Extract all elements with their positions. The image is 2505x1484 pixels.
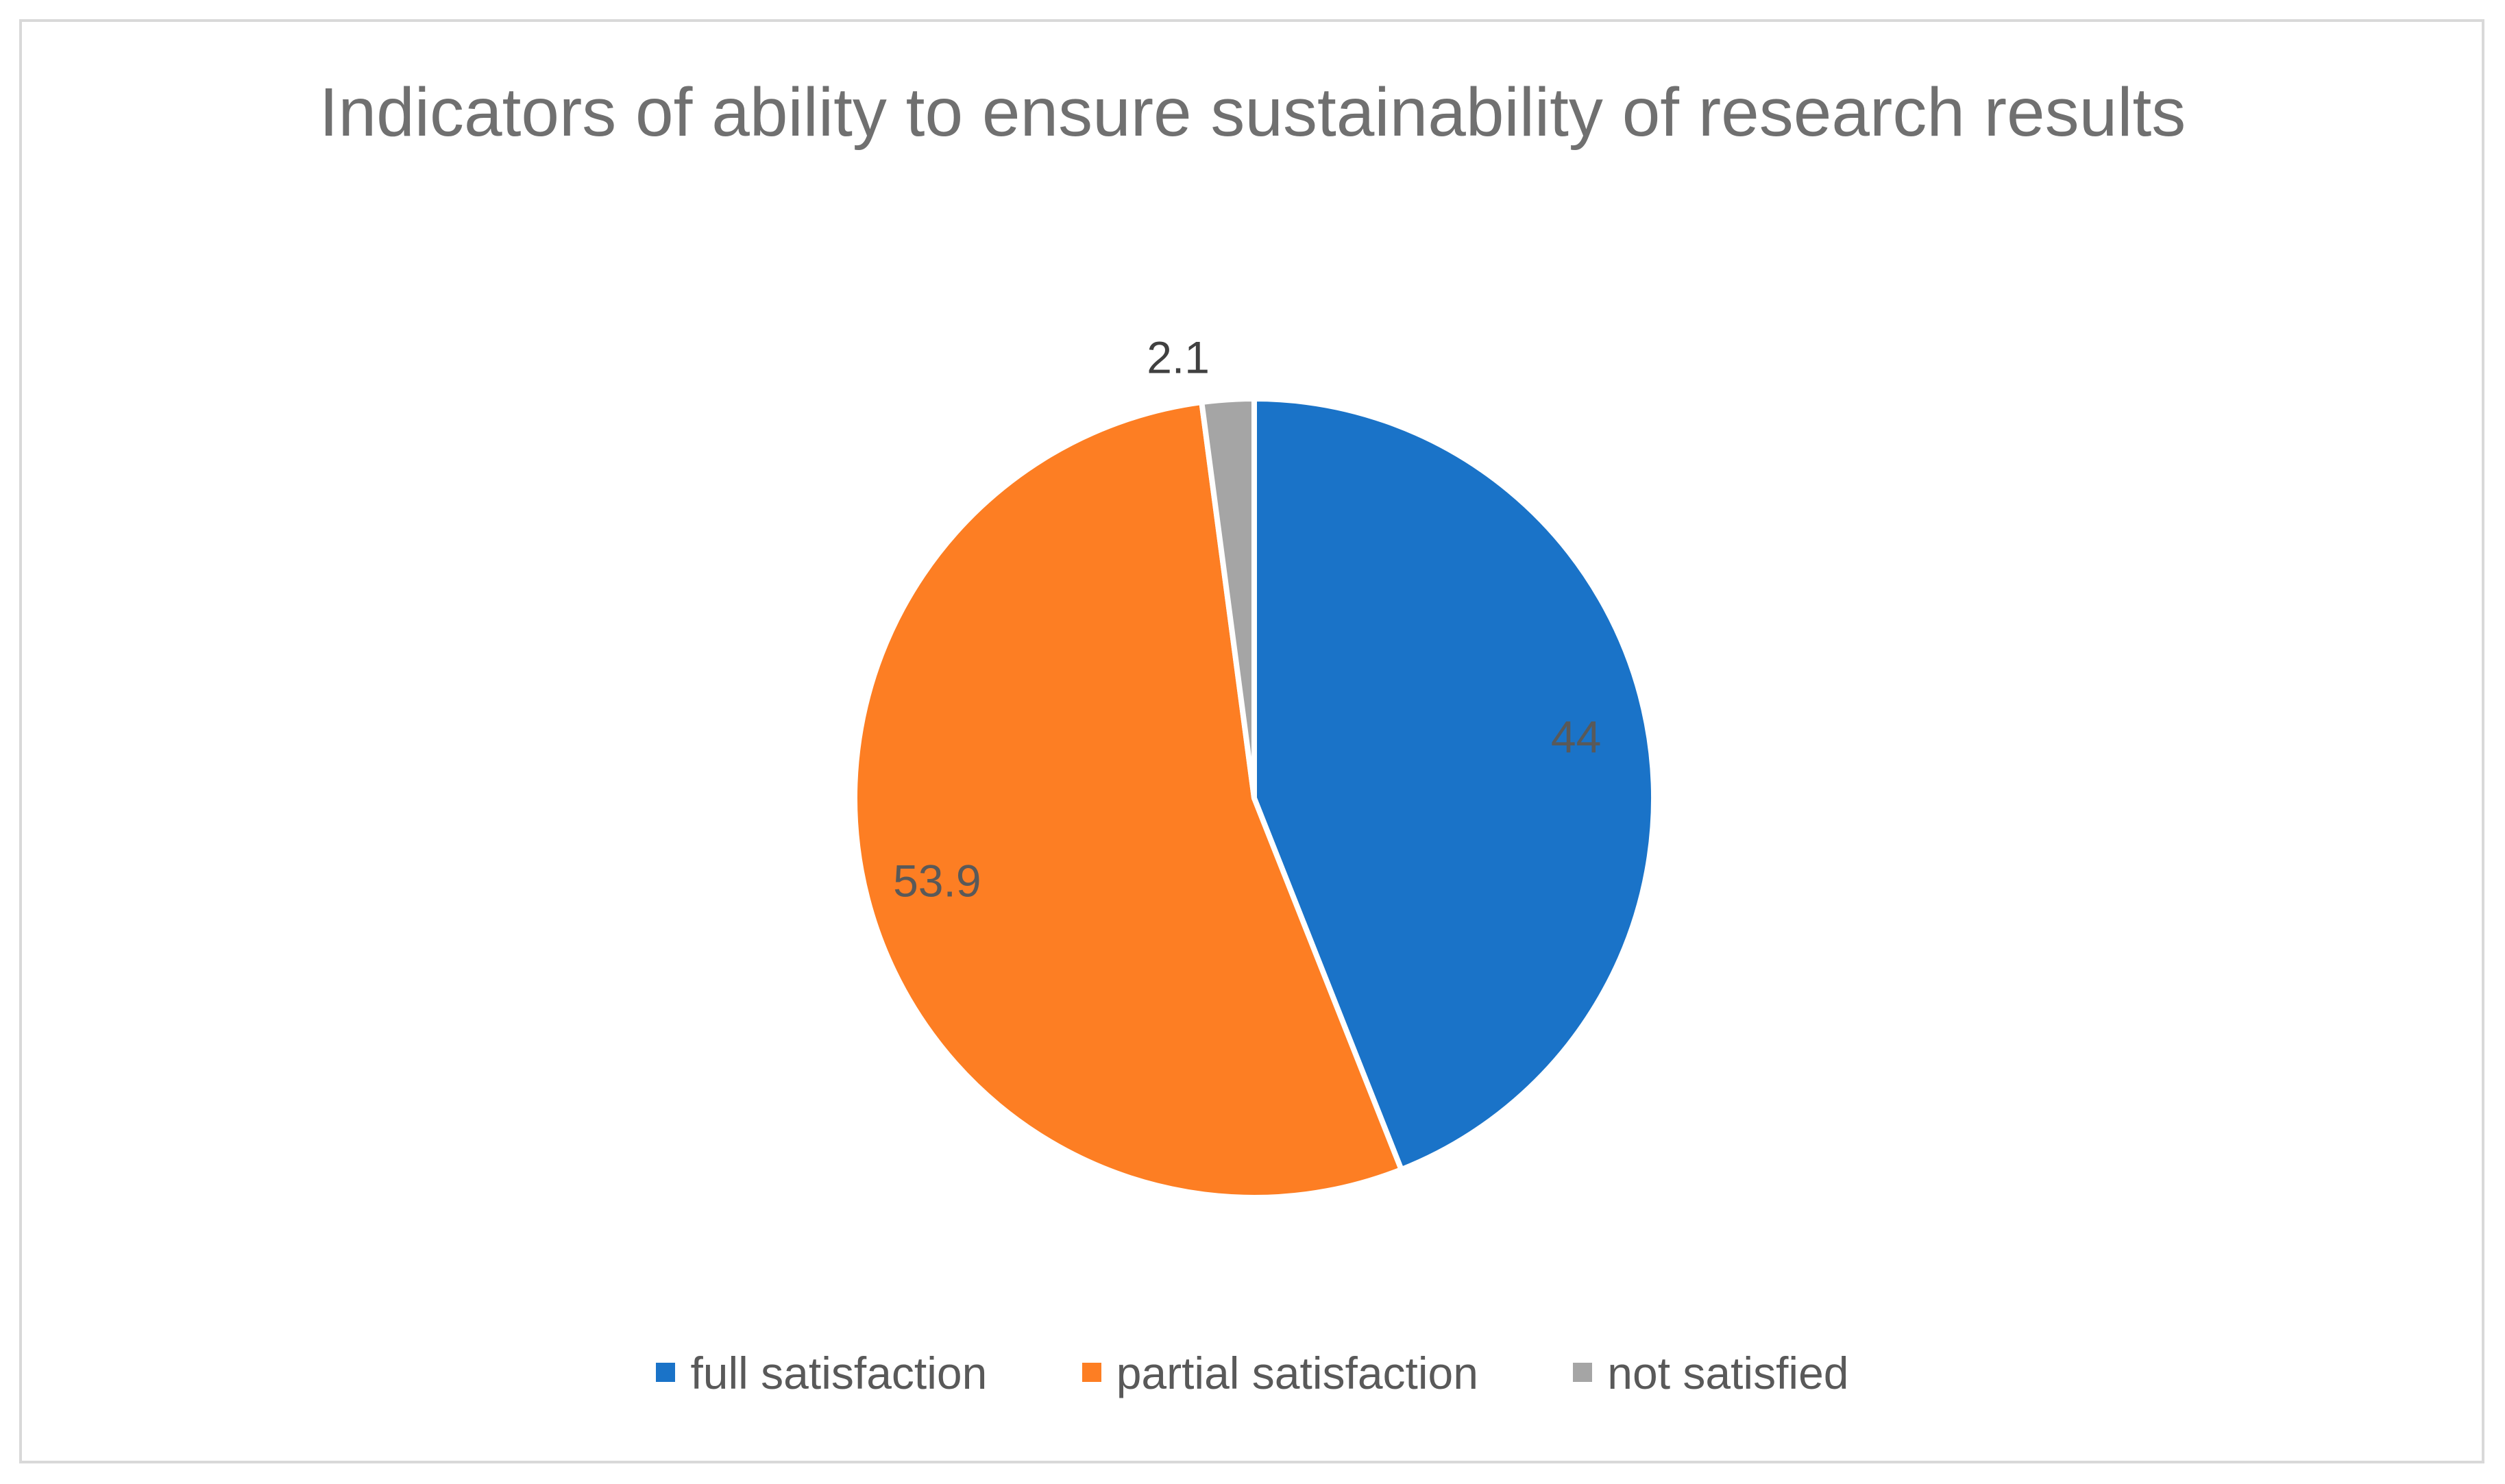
legend-swatch-not-satisfied [1573,1363,1593,1383]
legend-swatch-full-satisfaction [656,1363,676,1383]
chart-title: Indicators of ability to ensure sustaina… [319,74,2186,151]
pie-slice-full-satisfaction [1251,396,1657,1173]
pie-slice-not-satisfied [1199,396,1257,801]
legend-swatch-partial-satisfaction [1082,1363,1101,1383]
legend-item-full-satisfaction: full satisfaction [656,1347,987,1399]
legend-label-full-satisfaction: full satisfaction [690,1347,988,1398]
legend-label-not-satisfied: not satisfied [1607,1347,1849,1398]
legend: full satisfaction partial satisfaction n… [0,1343,2505,1399]
legend-item-not-satisfied: not satisfied [1573,1347,1849,1399]
data-label-not-satisfied: 2.1 [1147,332,1210,382]
pie-data-labels: 44 53.9 2.1 [893,332,1601,906]
legend-item-partial-satisfaction: partial satisfaction [1082,1347,1478,1399]
legend-label-partial-satisfaction: partial satisfaction [1116,1347,1478,1398]
data-label-partial-satisfaction: 53.9 [893,855,981,906]
data-label-full-satisfaction: 44 [1551,711,1601,762]
pie-slice-partial-satisfaction [852,399,1404,1200]
pie-slices [852,396,1657,1200]
